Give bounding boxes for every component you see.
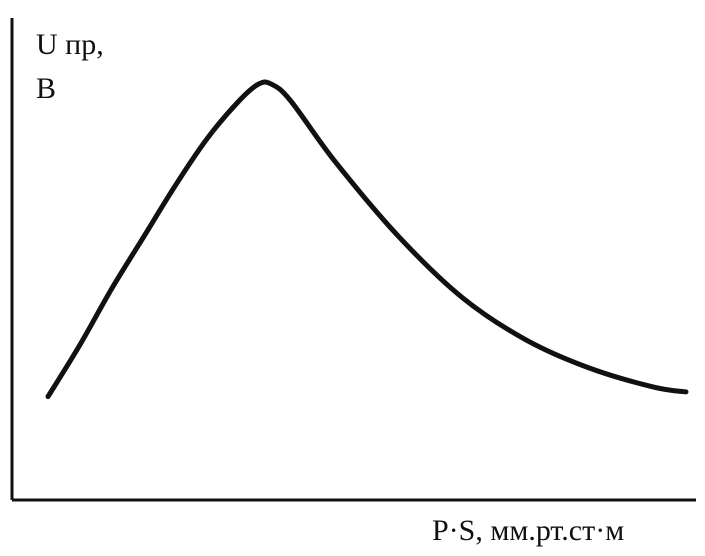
y-axis-label: U пр, bbox=[36, 28, 104, 61]
series-line bbox=[45, 79, 689, 400]
x-axis-label: P·S, мм.рт.ст·м bbox=[432, 514, 625, 547]
y-axis-unit-label: В bbox=[36, 72, 57, 105]
